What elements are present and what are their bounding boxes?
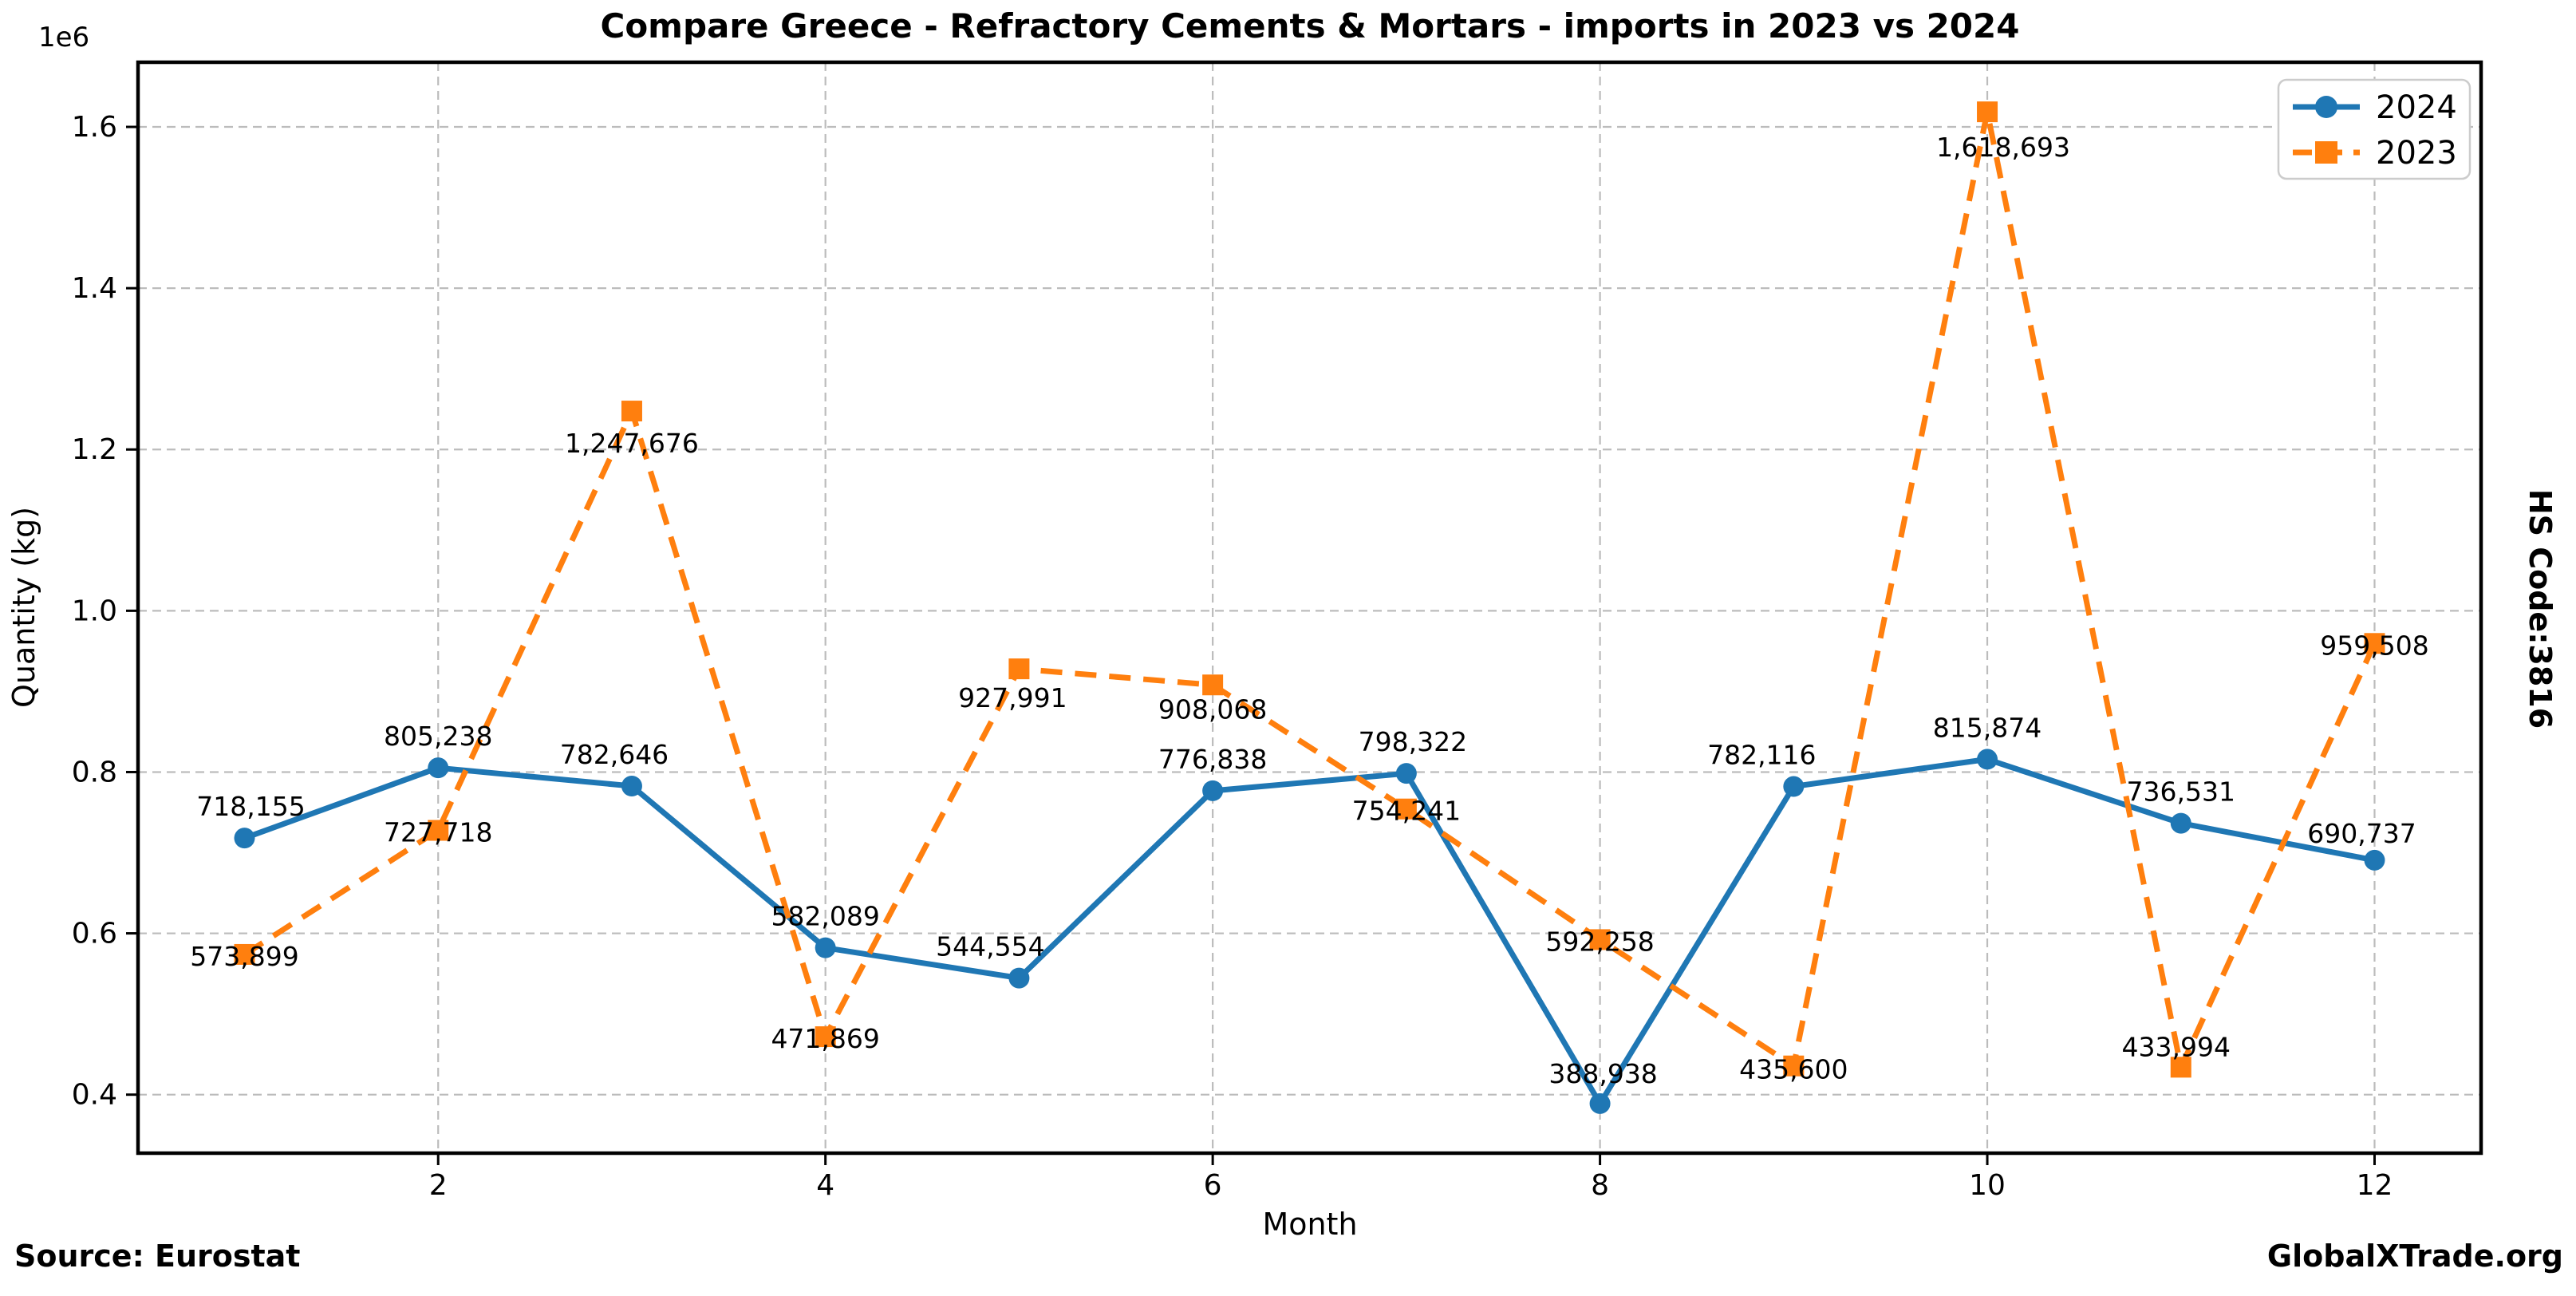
data-label-2023-m10: 1,618,693 [1936, 132, 2070, 163]
data-label-2023-m5: 927,991 [958, 682, 1067, 713]
data-point-2023-m9 [1783, 1055, 1805, 1077]
data-point-2024-m6 [1202, 780, 1224, 801]
data-point-2024-m4 [815, 937, 836, 958]
data-label-2024-m1: 718,155 [196, 791, 305, 822]
data-label-2024-m10: 815,874 [1933, 712, 2041, 743]
y-tick-label: 0.6 [72, 918, 117, 950]
data-label-2024-m2: 805,238 [384, 721, 492, 752]
data-point-2024-m11 [2170, 812, 2191, 834]
x-tick-label: 2 [429, 1169, 448, 1202]
legend-marker-2024 [2315, 96, 2337, 118]
hs-code-label: HS Code:3816 [2523, 488, 2558, 729]
data-label-2024-m6: 776,838 [1158, 744, 1267, 775]
series-line-2024 [243, 756, 2376, 1107]
series-line-2023 [243, 109, 2377, 1070]
data-point-2024-m1 [234, 828, 255, 849]
branding-label: GlobalXTrade.org [2266, 1239, 2563, 1274]
data-point-2023-m6 [1202, 674, 1224, 696]
data-point-2023-m5 [1008, 658, 1030, 680]
data-label-2023-m6: 908,068 [1158, 693, 1267, 725]
y-tick-label: 1.0 [72, 595, 117, 627]
data-label-2024-m8: 388,938 [1548, 1058, 1657, 1089]
data-label-2023-m1: 573,899 [190, 941, 298, 972]
data-point-2024-m7 [1395, 763, 1417, 784]
data-point-2024-m8 [1589, 1093, 1611, 1114]
x-axis-label: Month [1262, 1207, 1358, 1242]
data-label-2024-m9: 782,116 [1707, 740, 1816, 771]
data-label-2024-m7: 798,322 [1359, 726, 1467, 757]
plot-border [136, 60, 2483, 1156]
x-tick-label: 8 [1591, 1169, 1609, 1202]
data-label-2023-m8: 592,258 [1545, 926, 1654, 957]
data-point-2023-m11 [2170, 1057, 2191, 1078]
data-label-2024-m4: 582,089 [771, 901, 879, 932]
x-tick-label: 10 [1969, 1169, 2006, 1202]
data-point-2023-m12 [2364, 633, 2385, 654]
chart-title: Compare Greece - Refractory Cements & Mo… [600, 6, 2020, 45]
x-tick-label: 4 [816, 1169, 834, 1202]
data-point-2023-m8 [1589, 929, 1611, 950]
data-label-2023-m12: 959,508 [2320, 630, 2428, 661]
data-label-2023-m3: 1,247,676 [565, 428, 699, 459]
data-point-2023-m10 [1977, 101, 1998, 123]
data-label-2024-m12: 690,737 [2307, 818, 2416, 849]
data-label-2023-m2: 727,718 [384, 817, 492, 848]
y-tick-label: 1.6 [72, 111, 117, 144]
data-point-2023-m1 [234, 943, 255, 965]
data-point-2023-m7 [1395, 798, 1417, 820]
data-label-2024-m11: 736,531 [2127, 776, 2235, 808]
data-label-2023-m9: 435,600 [1739, 1054, 1848, 1085]
data-point-2024-m2 [428, 757, 449, 779]
data-point-2023-m3 [621, 401, 642, 422]
legend-entry-2023: 2023 [2376, 135, 2457, 172]
data-point-2024-m5 [1008, 967, 1030, 989]
y-tick-label: 1.4 [72, 272, 117, 305]
y-tick-label: 0.4 [72, 1079, 117, 1112]
data-label-2023-m4: 471,869 [771, 1023, 879, 1054]
data-point-2023-m2 [428, 820, 449, 841]
data-point-2024-m9 [1783, 776, 1805, 797]
y-axis-label: Quantity (kg) [6, 506, 41, 709]
data-label-2023-m7: 754,241 [1352, 796, 1461, 827]
data-point-2024-m10 [1977, 749, 1998, 770]
data-point-2024-m12 [2364, 849, 2385, 871]
data-label-2024-m5: 544,554 [936, 931, 1044, 962]
data-label-2024-m3: 782,646 [560, 739, 669, 770]
x-tick-label: 12 [2357, 1169, 2393, 1202]
y-tick-label: 1.2 [72, 433, 117, 466]
y-tick-label: 0.8 [72, 756, 117, 788]
data-label-2023-m11: 433,994 [2122, 1031, 2231, 1062]
legend-marker-2023 [2315, 141, 2337, 164]
data-point-2023-m4 [815, 1026, 836, 1048]
source-label: Source: Eurostat [14, 1239, 301, 1274]
data-point-2024-m3 [621, 776, 642, 797]
x-tick-label: 6 [1204, 1169, 1222, 1202]
y-axis-offset-label: 1e6 [38, 22, 89, 53]
legend-entry-2024: 2024 [2376, 89, 2457, 126]
